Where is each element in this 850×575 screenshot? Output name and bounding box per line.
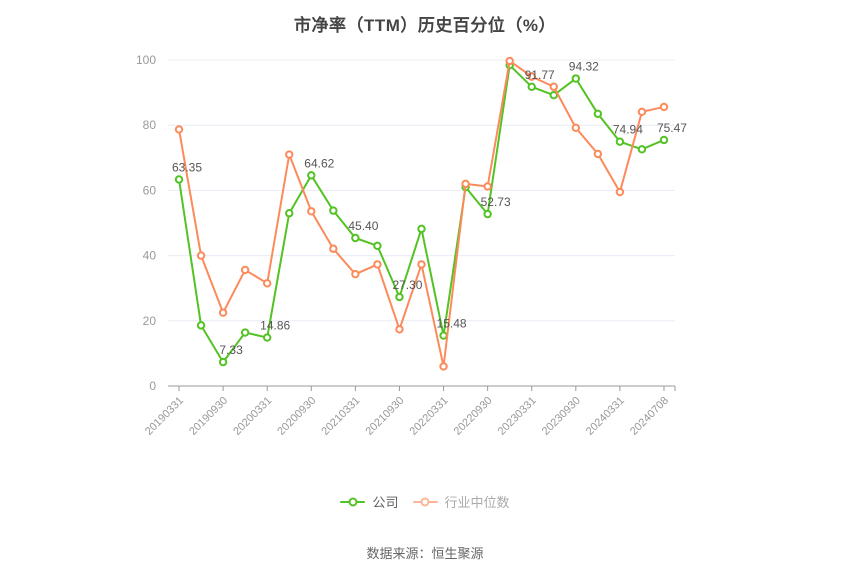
legend-label-company: 公司 — [372, 495, 399, 510]
svg-text:63.35: 63.35 — [172, 160, 202, 174]
svg-text:20220331: 20220331 — [408, 395, 451, 438]
svg-text:14.86: 14.86 — [260, 319, 290, 333]
series-industry-median-point[interactable] — [307, 207, 316, 216]
series-industry-median-point[interactable] — [417, 260, 426, 269]
series-industry-median-point[interactable] — [505, 56, 514, 66]
svg-text:20200331: 20200331 — [231, 395, 274, 438]
svg-text:0: 0 — [149, 379, 156, 393]
chart-canvas[interactable]: 0 20 40 60 80 100 20190331 20190930 20200331 2020… — [0, 0, 850, 478]
company-series-marker-icon — [340, 497, 366, 506]
series-company-point[interactable] — [373, 241, 382, 251]
series-company-point[interactable] — [174, 175, 184, 184]
series-company-point[interactable] — [285, 209, 294, 218]
series-industry-median-point[interactable] — [549, 82, 558, 91]
series-industry-median-point[interactable] — [174, 125, 184, 134]
series-industry-median — [174, 56, 669, 371]
series-industry-median-point[interactable] — [615, 187, 625, 197]
legend-item-industry-median[interactable]: 行业中位数 — [412, 492, 510, 511]
svg-text:52.73: 52.73 — [481, 195, 511, 209]
x-axis-labels: 20190331 20190930 20200331 20200930 20210331… — [143, 395, 671, 438]
svg-text:20220930: 20220930 — [452, 395, 495, 438]
data-source-note: 数据来源：恒生聚源 — [366, 546, 484, 561]
y-axis-labels: 0 20 40 60 80 100 — [136, 53, 156, 393]
svg-text:7.33: 7.33 — [219, 343, 243, 357]
series-company-line — [178, 64, 665, 364]
svg-text:91.77: 91.77 — [525, 68, 555, 82]
series-company-point[interactable] — [615, 137, 625, 146]
series-industry-median-point[interactable] — [461, 179, 470, 189]
series-industry-median-point[interactable] — [593, 149, 603, 159]
series-company-point[interactable] — [307, 171, 316, 180]
svg-text:20200930: 20200930 — [275, 395, 318, 438]
svg-text:40: 40 — [143, 249, 157, 263]
series-industry-median-point[interactable] — [240, 265, 250, 275]
series-industry-median-point[interactable] — [285, 150, 294, 159]
series-company-point[interactable] — [262, 333, 272, 342]
svg-text:75.47: 75.47 — [657, 121, 687, 135]
series-company-point[interactable] — [439, 331, 448, 340]
series-industry-median-point[interactable] — [395, 325, 404, 334]
series-industry-median-point[interactable] — [351, 269, 360, 279]
series-company-point[interactable] — [218, 357, 228, 367]
series-company — [174, 61, 669, 367]
series-company-point[interactable] — [395, 292, 404, 302]
series-industry-median-point[interactable] — [218, 308, 228, 317]
series-industry-median-point[interactable] — [439, 362, 448, 371]
chart-title: 市净率（TTM）历史百分位（%） — [293, 16, 557, 35]
svg-text:20230331: 20230331 — [496, 395, 539, 438]
svg-text:20240331: 20240331 — [584, 395, 627, 438]
svg-text:74.94: 74.94 — [613, 123, 643, 137]
series-company-point[interactable] — [417, 224, 426, 234]
series-industry-median-point[interactable] — [196, 251, 206, 260]
series-company-point[interactable] — [549, 91, 558, 100]
legend-item-company[interactable]: 公司 — [340, 492, 399, 511]
series-industry-median-point[interactable] — [637, 107, 647, 117]
svg-text:20: 20 — [143, 314, 157, 328]
industry-median-series-marker-icon — [412, 497, 438, 506]
chart-legend: 公司 行业中位数 — [0, 492, 850, 511]
series-company-point[interactable] — [637, 145, 647, 154]
series-company-point[interactable] — [659, 135, 669, 145]
svg-text:60: 60 — [143, 183, 157, 197]
svg-text:20210331: 20210331 — [319, 395, 362, 438]
svg-text:20190930: 20190930 — [187, 395, 230, 438]
series-company-point[interactable] — [196, 321, 206, 330]
series-industry-median-point[interactable] — [527, 72, 536, 81]
series-company-point[interactable] — [329, 206, 338, 215]
series-company-point[interactable] — [571, 74, 581, 83]
series-company-point[interactable] — [240, 328, 250, 337]
svg-text:20210930: 20210930 — [363, 395, 406, 438]
svg-text:20190331: 20190331 — [143, 395, 186, 438]
svg-text:80: 80 — [143, 118, 157, 132]
series-industry-median-point[interactable] — [571, 123, 581, 133]
series-industry-median-point[interactable] — [262, 279, 272, 288]
x-axis — [168, 385, 676, 391]
series-company-point[interactable] — [593, 109, 603, 118]
series-company-point[interactable] — [483, 209, 492, 219]
svg-text:27.30: 27.30 — [392, 278, 422, 292]
svg-text:45.40: 45.40 — [348, 219, 378, 233]
legend-label-industry-median: 行业中位数 — [444, 495, 510, 510]
series-industry-median-point[interactable] — [373, 260, 382, 269]
svg-text:20240708: 20240708 — [628, 395, 671, 438]
svg-text:15.48: 15.48 — [437, 317, 467, 331]
series-company-point[interactable] — [351, 233, 360, 243]
series-company-point[interactable] — [527, 82, 536, 92]
company-point-labels: 63.35 7.33 14.86 64.62 45.40 27.30 15.48 52.73 9… — [172, 60, 687, 358]
svg-text:20230930: 20230930 — [540, 395, 583, 438]
svg-text:64.62: 64.62 — [304, 156, 334, 170]
series-industry-median-point[interactable] — [659, 102, 669, 112]
y-gridlines — [168, 59, 675, 322]
series-industry-median-point[interactable] — [483, 182, 492, 191]
series-industry-median-point[interactable] — [329, 244, 338, 253]
svg-text:100: 100 — [136, 53, 156, 67]
svg-text:94.32: 94.32 — [569, 60, 599, 74]
